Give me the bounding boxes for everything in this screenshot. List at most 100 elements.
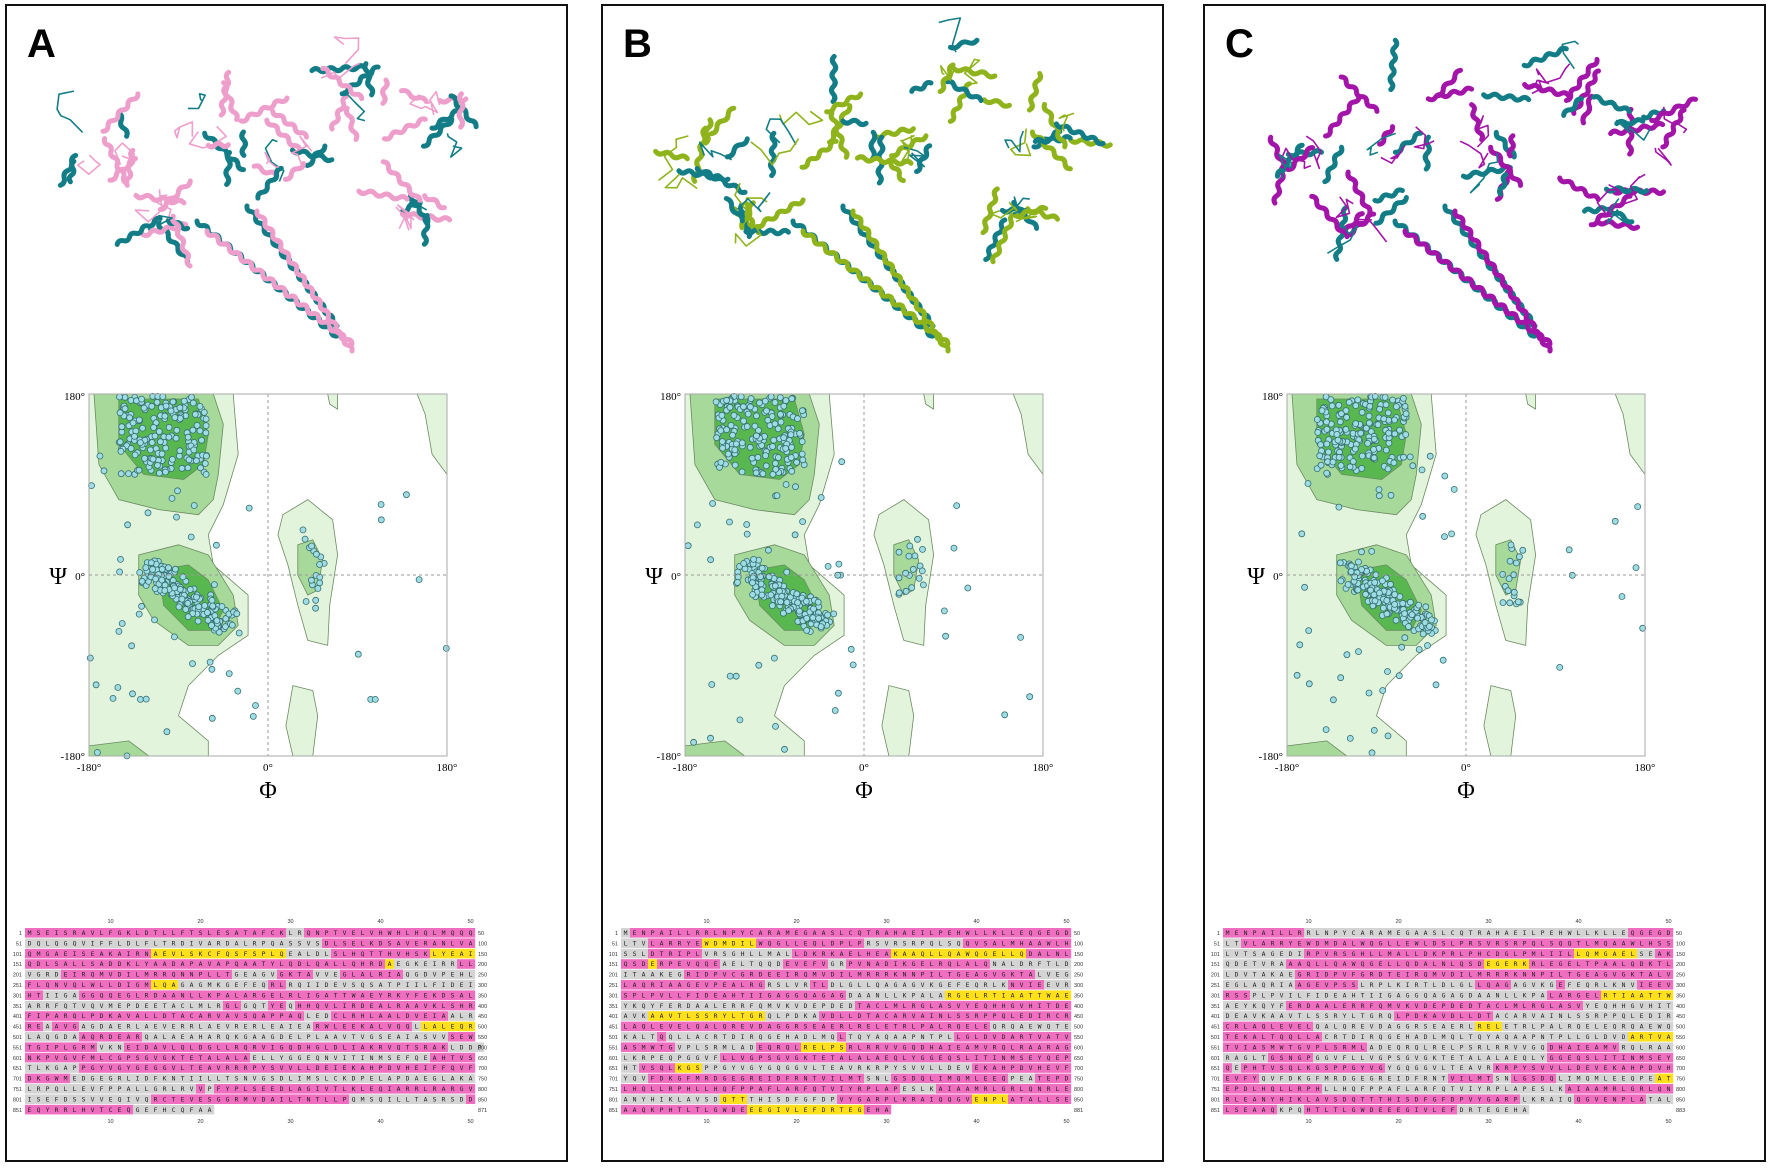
svg-text:V: V — [424, 1002, 428, 1010]
svg-text:F: F — [217, 950, 221, 958]
svg-text:N: N — [1038, 1085, 1042, 1093]
svg-text:E: E — [46, 1095, 50, 1103]
helix-ribbon — [381, 116, 428, 142]
x-tick-mid: 0° — [1461, 762, 1471, 774]
svg-text:Q: Q — [145, 1095, 149, 1103]
svg-text:R: R — [795, 1023, 799, 1031]
residue-point — [200, 408, 208, 416]
svg-text:L: L — [993, 981, 997, 989]
loop-ribbon — [1380, 145, 1406, 164]
residue-point — [905, 552, 913, 560]
residue-point — [312, 596, 320, 604]
residue-point — [1328, 402, 1336, 410]
svg-text:Q: Q — [226, 950, 230, 958]
svg-text:S: S — [316, 1075, 320, 1083]
svg-text:A: A — [199, 1012, 203, 1020]
svg-text:I: I — [307, 991, 311, 999]
residue-point — [758, 564, 766, 572]
svg-text:R: R — [903, 1023, 907, 1031]
svg-text:K: K — [46, 1064, 50, 1072]
svg-text:W: W — [325, 1023, 329, 1031]
row-end: 750 — [1074, 1077, 1083, 1083]
loop-ribbon — [778, 110, 824, 126]
svg-text:L: L — [840, 1075, 844, 1083]
svg-text:G: G — [73, 1043, 77, 1051]
svg-text:E: E — [795, 929, 799, 937]
residue-point — [1362, 424, 1370, 432]
helix-ribbon — [356, 188, 410, 202]
svg-text:R: R — [163, 1085, 167, 1093]
svg-text:F: F — [768, 1085, 772, 1093]
svg-text:A: A — [28, 1002, 32, 1010]
svg-text:E: E — [289, 950, 293, 958]
svg-text:L: L — [858, 950, 862, 958]
residue-point — [1499, 599, 1507, 607]
svg-text:K: K — [804, 1012, 808, 1020]
svg-text:L: L — [415, 1023, 419, 1031]
svg-text:N: N — [642, 929, 646, 937]
residue-point — [162, 468, 169, 476]
svg-text:R: R — [226, 1064, 230, 1072]
svg-text:E: E — [64, 950, 68, 958]
residue-point — [895, 548, 903, 556]
svg-text:T: T — [660, 1043, 664, 1051]
loop-ribbon — [734, 182, 768, 211]
svg-text:T: T — [633, 971, 637, 979]
svg-text:V: V — [433, 1033, 437, 1041]
loop-ribbon — [1596, 183, 1621, 218]
svg-text:A: A — [451, 1075, 455, 1083]
svg-text:L: L — [388, 1002, 392, 1010]
svg-text:V: V — [912, 1064, 916, 1072]
svg-text:E: E — [199, 1095, 203, 1103]
row-start: 451 — [609, 1025, 618, 1031]
residue-point — [730, 411, 738, 419]
residue-point — [773, 492, 781, 499]
svg-text:G: G — [91, 1064, 95, 1072]
svg-text:V: V — [975, 939, 979, 947]
residue-point — [761, 397, 769, 405]
svg-text:E: E — [993, 950, 997, 958]
svg-text:Q: Q — [91, 1002, 95, 1010]
svg-text:A: A — [145, 1023, 149, 1031]
residue-point — [245, 504, 253, 512]
helix-ribbon — [456, 91, 466, 130]
svg-text:F: F — [145, 939, 149, 947]
svg-text:A: A — [723, 991, 727, 999]
row-end: 150 — [1074, 952, 1083, 958]
residue-point — [402, 491, 410, 499]
svg-text:L: L — [82, 960, 86, 968]
svg-text:V: V — [993, 1033, 997, 1041]
svg-text:S: S — [433, 1095, 437, 1103]
residue-point — [1355, 558, 1362, 566]
svg-text:S: S — [91, 960, 95, 968]
row-end: 850 — [478, 1097, 487, 1103]
svg-text:K: K — [894, 950, 898, 958]
svg-text:Q: Q — [316, 1002, 320, 1010]
svg-text:Q: Q — [109, 991, 113, 999]
ruler-tick: 10 — [1305, 1119, 1311, 1125]
svg-text:E: E — [966, 971, 970, 979]
helix-ribbon — [1345, 169, 1373, 216]
residue-point — [131, 451, 139, 459]
svg-text:L: L — [361, 929, 365, 937]
svg-text:R: R — [678, 939, 682, 947]
row-end: 850 — [1676, 1097, 1685, 1103]
svg-text:Q: Q — [804, 971, 808, 979]
svg-text:V: V — [786, 1054, 790, 1062]
svg-text:Y: Y — [271, 960, 275, 968]
helix-ribbon — [239, 129, 248, 158]
loop-ribbon — [939, 65, 955, 82]
svg-text:L: L — [244, 1085, 248, 1093]
svg-text:R: R — [145, 991, 149, 999]
svg-text:V: V — [64, 1023, 68, 1031]
helix-ribbon — [421, 212, 431, 247]
svg-text:C: C — [849, 929, 853, 937]
svg-text:I: I — [406, 981, 410, 989]
svg-text:L: L — [289, 1095, 293, 1103]
svg-text:A: A — [280, 1023, 284, 1031]
svg-text:L: L — [660, 1085, 664, 1093]
svg-text:L: L — [262, 1054, 266, 1062]
residue-point — [950, 544, 958, 552]
svg-text:R: R — [118, 1075, 122, 1083]
svg-text:A: A — [1038, 939, 1042, 947]
